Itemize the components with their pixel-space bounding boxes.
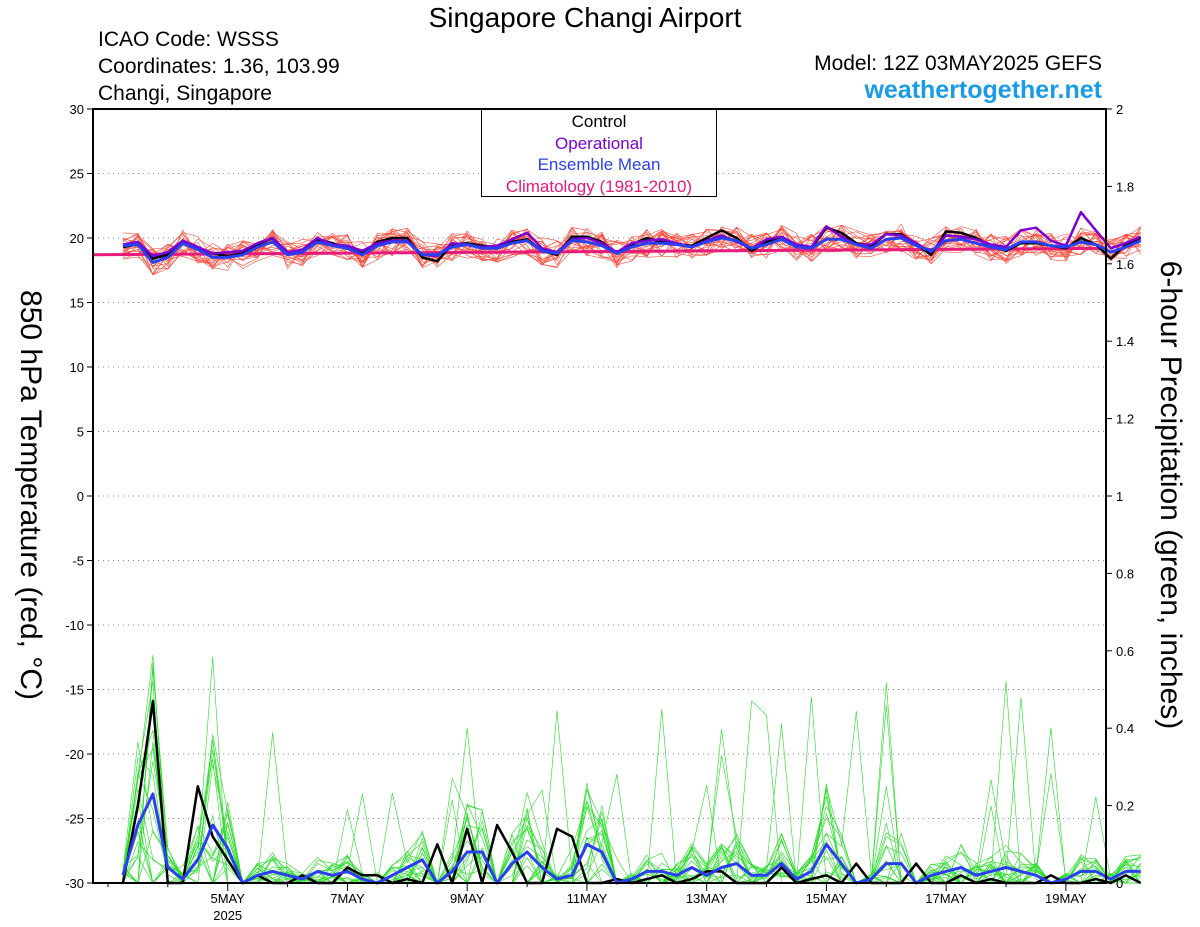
legend-item-ensemble-mean: Ensemble Mean	[537, 155, 661, 174]
y-tick-label: -10	[65, 618, 84, 633]
precip-member-line	[122, 697, 1141, 884]
y2-tick-label: 0.2	[1116, 799, 1134, 814]
y2-tick-label: 2	[1116, 102, 1123, 117]
legend-item-operational: Operational	[555, 133, 643, 153]
y2-tick-label: 1.6	[1116, 257, 1134, 272]
y-tick-label: 5	[77, 425, 84, 440]
x-tick-label: 15MAY	[806, 891, 848, 906]
y2-tick-label: 1.2	[1116, 412, 1134, 427]
y-tick-label: 10	[70, 360, 84, 375]
precip-member-line	[122, 669, 1141, 884]
x-tick-label: 17MAY	[925, 891, 967, 906]
y2-tick-label: 1.4	[1116, 334, 1134, 349]
y-tick-label: -20	[65, 747, 84, 762]
chart-title: Singapore Changi Airport	[428, 2, 742, 33]
y2-tick-label: 0.4	[1116, 721, 1134, 736]
y-tick-label: -25	[65, 812, 84, 827]
precip-member-line	[122, 705, 1141, 884]
y-tick-label: 25	[70, 167, 84, 182]
precip-member-line	[122, 697, 1141, 884]
temp-operational-line	[122, 210, 1142, 258]
precip-mean-line	[121, 792, 1141, 885]
y-tick-label: 20	[70, 231, 84, 246]
y-tick-label: -5	[72, 554, 84, 569]
precip-member-line	[122, 681, 1141, 884]
precip-member-line	[122, 700, 1141, 884]
y2-tick-label: 0.6	[1116, 644, 1134, 659]
climatology-line	[92, 246, 1107, 257]
y-tick-label: 30	[70, 102, 84, 117]
precip-member-line	[122, 696, 1141, 884]
temp-member-line	[122, 230, 1141, 269]
plot-frame	[92, 108, 1107, 884]
coordinates: Coordinates: 1.36, 103.99	[98, 55, 340, 78]
precip-member-line	[122, 656, 1141, 884]
y-tick-label: 15	[70, 296, 84, 311]
y2-tick-label: 1	[1116, 489, 1123, 504]
precip-control-line	[121, 699, 1142, 885]
temp-mean-line	[122, 236, 1142, 264]
x-tick-label: 7MAY	[330, 891, 365, 906]
precip-member-line	[122, 682, 1141, 884]
y2-tick-label: 0	[1116, 876, 1123, 891]
x-tick-label: 19MAY	[1045, 891, 1087, 906]
y-tick-label: -30	[65, 876, 84, 891]
icao-code: ICAO Code: WSSS	[98, 28, 279, 51]
y-tick-label: 0	[77, 489, 84, 504]
y2-tick-label: 0.8	[1116, 566, 1134, 581]
precip-member-line	[122, 681, 1141, 884]
precip-member-line	[122, 792, 1141, 884]
y-tick-label: -15	[65, 683, 84, 698]
x-tick-label: 5MAY	[210, 891, 245, 906]
legend-item-control: Control	[571, 112, 627, 131]
x-tick-sublabel: 2025	[213, 908, 242, 923]
x-tick-label: 11MAY	[567, 891, 608, 906]
location-name: Changi, Singapore	[98, 82, 272, 105]
temp-member-line	[122, 229, 1141, 266]
y2-tick-label: 1.8	[1116, 179, 1134, 194]
precip-member-line	[122, 798, 1141, 884]
x-tick-label: 13MAY	[686, 891, 728, 906]
model-run: Model: 12Z 03MAY2025 GEFS	[814, 52, 1102, 75]
legend: Control Operational Ensemble Mean Climat…	[481, 109, 717, 197]
legend-item-climatology: Climatology (1981-2010)	[505, 176, 693, 196]
x-tick-label: 9MAY	[450, 891, 485, 906]
site-link[interactable]: weathertogether.net	[864, 76, 1102, 104]
